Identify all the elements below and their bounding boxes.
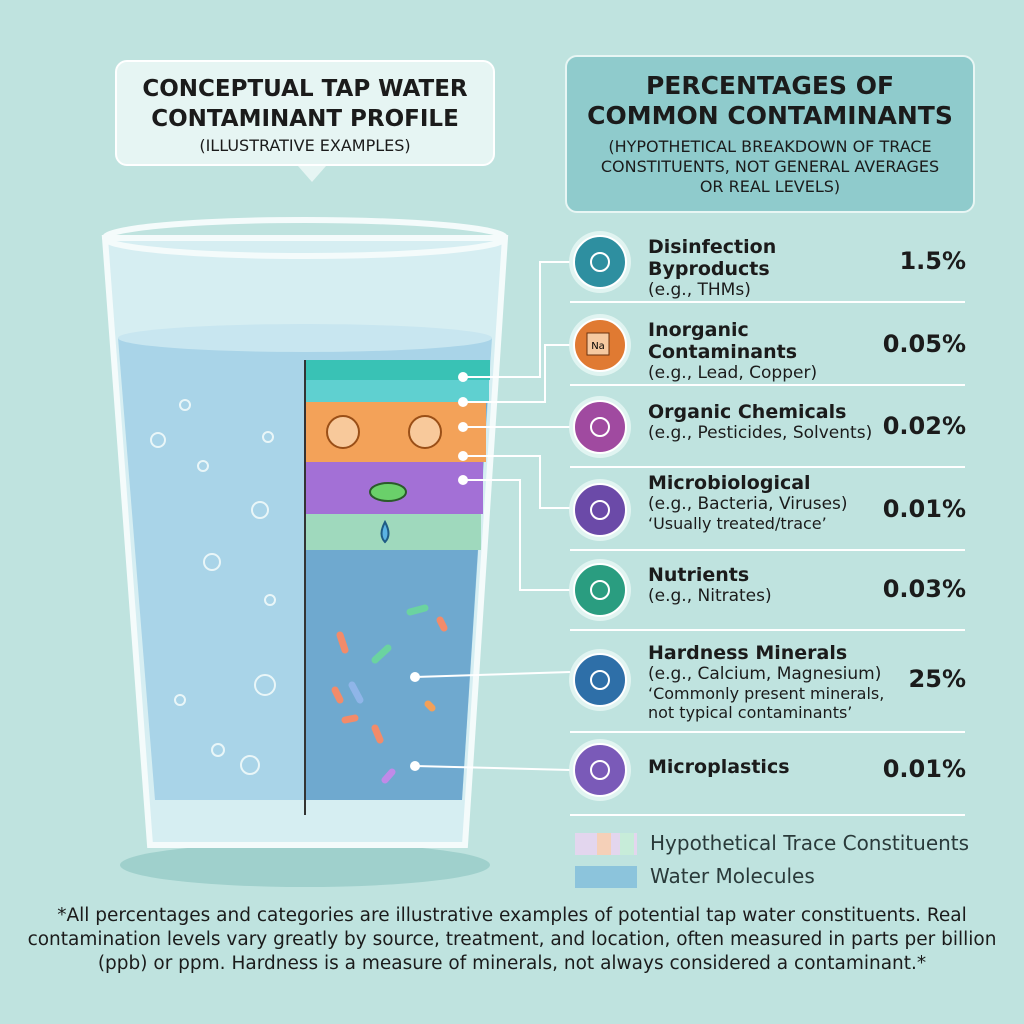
bubbles <box>150 399 276 775</box>
item-percent: 0.03% <box>882 575 966 603</box>
left-callout: CONCEPTUAL TAP WATER CONTAMINANT PROFILE… <box>115 60 495 166</box>
item-text: Organic Chemicals (e.g., Pesticides, Solv… <box>648 401 893 443</box>
item-detail: (e.g., Lead, Copper) <box>648 363 818 383</box>
item-name: Microplastics <box>648 756 790 778</box>
callout-title: CONCEPTUAL TAP WATER CONTAMINANT PROFILE <box>142 76 468 132</box>
item-detail: (e.g., Calcium, Magnesium) <box>648 664 882 684</box>
item-detail: (e.g., Pesticides, Solvents) <box>648 423 873 443</box>
item-note: ‘Usually treated/trace’ <box>648 514 827 533</box>
legend-label: Water Molecules <box>650 864 815 888</box>
item-percent: 0.01% <box>882 755 966 783</box>
right-header: PERCENTAGES OF COMMON CONTAMINANTS (HYPO… <box>565 55 975 213</box>
item-text: Microplastics <box>648 756 893 778</box>
layer-icon <box>408 415 442 449</box>
item-icon <box>573 653 627 707</box>
icon-glyph <box>590 500 610 520</box>
item-name: Inorganic Contaminants <box>648 319 798 363</box>
layer-teal <box>305 360 490 380</box>
row-separators <box>570 301 965 816</box>
layer-icon <box>326 415 360 449</box>
item-note: ‘Commonly present minerals, not typical … <box>648 684 885 722</box>
item-name: Organic Chemicals <box>648 401 847 423</box>
glass-rim <box>102 217 508 259</box>
item-percent: 0.01% <box>882 495 966 523</box>
item-icon <box>573 563 627 617</box>
item-percent: 1.5% <box>899 247 966 275</box>
callout-pointer <box>298 166 326 182</box>
layer-cyan <box>305 380 489 402</box>
particles <box>331 604 448 784</box>
layer-green <box>305 514 481 550</box>
item-text: Inorganic Contaminants (e.g., Lead, Coppe… <box>648 319 893 383</box>
icon-glyph <box>590 580 610 600</box>
glass-shadow <box>120 843 490 887</box>
item-icon <box>573 400 627 454</box>
legend-label: Hypothetical Trace Constituents <box>650 831 970 855</box>
item-name: Microbiological <box>648 472 811 494</box>
icon-text: Na <box>591 341 605 352</box>
item-detail: (e.g., THMs) <box>648 280 751 300</box>
item-name: Hardness Minerals <box>648 642 848 664</box>
callout-subtitle: (ILLUSTRATIVE EXAMPLES) <box>199 136 411 155</box>
icon-glyph <box>590 417 610 437</box>
water-surface <box>118 324 492 352</box>
icon-glyph <box>590 252 610 272</box>
item-icon <box>573 235 627 289</box>
item-detail: (e.g., Bacteria, Viruses) <box>648 494 848 514</box>
item-icon <box>573 483 627 537</box>
item-text: Hardness Minerals (e.g., Calcium, Magnesi… <box>648 642 893 722</box>
item-name: Disinfection Byproducts <box>648 236 777 280</box>
item-text: Microbiological (e.g., Bacteria, Viruses)… <box>648 472 893 533</box>
item-text: Nutrients (e.g., Nitrates) <box>648 564 893 606</box>
icon-glyph <box>590 760 610 780</box>
legend-swatch-water <box>575 866 637 888</box>
item-percent: 0.02% <box>882 412 966 440</box>
legend-swatch-trace <box>620 833 634 855</box>
item-icon <box>573 743 627 797</box>
item-text: Disinfection Byproducts (e.g., THMs) <box>648 236 893 300</box>
icon-box <box>586 332 610 356</box>
item-name: Nutrients <box>648 564 750 586</box>
leader-dots <box>410 372 468 771</box>
bacterium <box>369 482 407 502</box>
legend-swatch-trace <box>597 833 611 855</box>
header-title: PERCENTAGES OF COMMON CONTAMINANTS <box>587 71 953 130</box>
header-subtitle: (HYPOTHETICAL BREAKDOWN OF TRACE CONSTIT… <box>600 137 940 196</box>
icon-glyph <box>590 670 610 690</box>
item-detail: (e.g., Nitrates) <box>648 586 772 606</box>
leader-lines <box>414 261 571 771</box>
drop <box>380 519 390 544</box>
footnote: *All percentages and categories are illu… <box>27 905 997 974</box>
item-percent: 25% <box>908 665 966 693</box>
item-percent: 0.05% <box>882 330 966 358</box>
